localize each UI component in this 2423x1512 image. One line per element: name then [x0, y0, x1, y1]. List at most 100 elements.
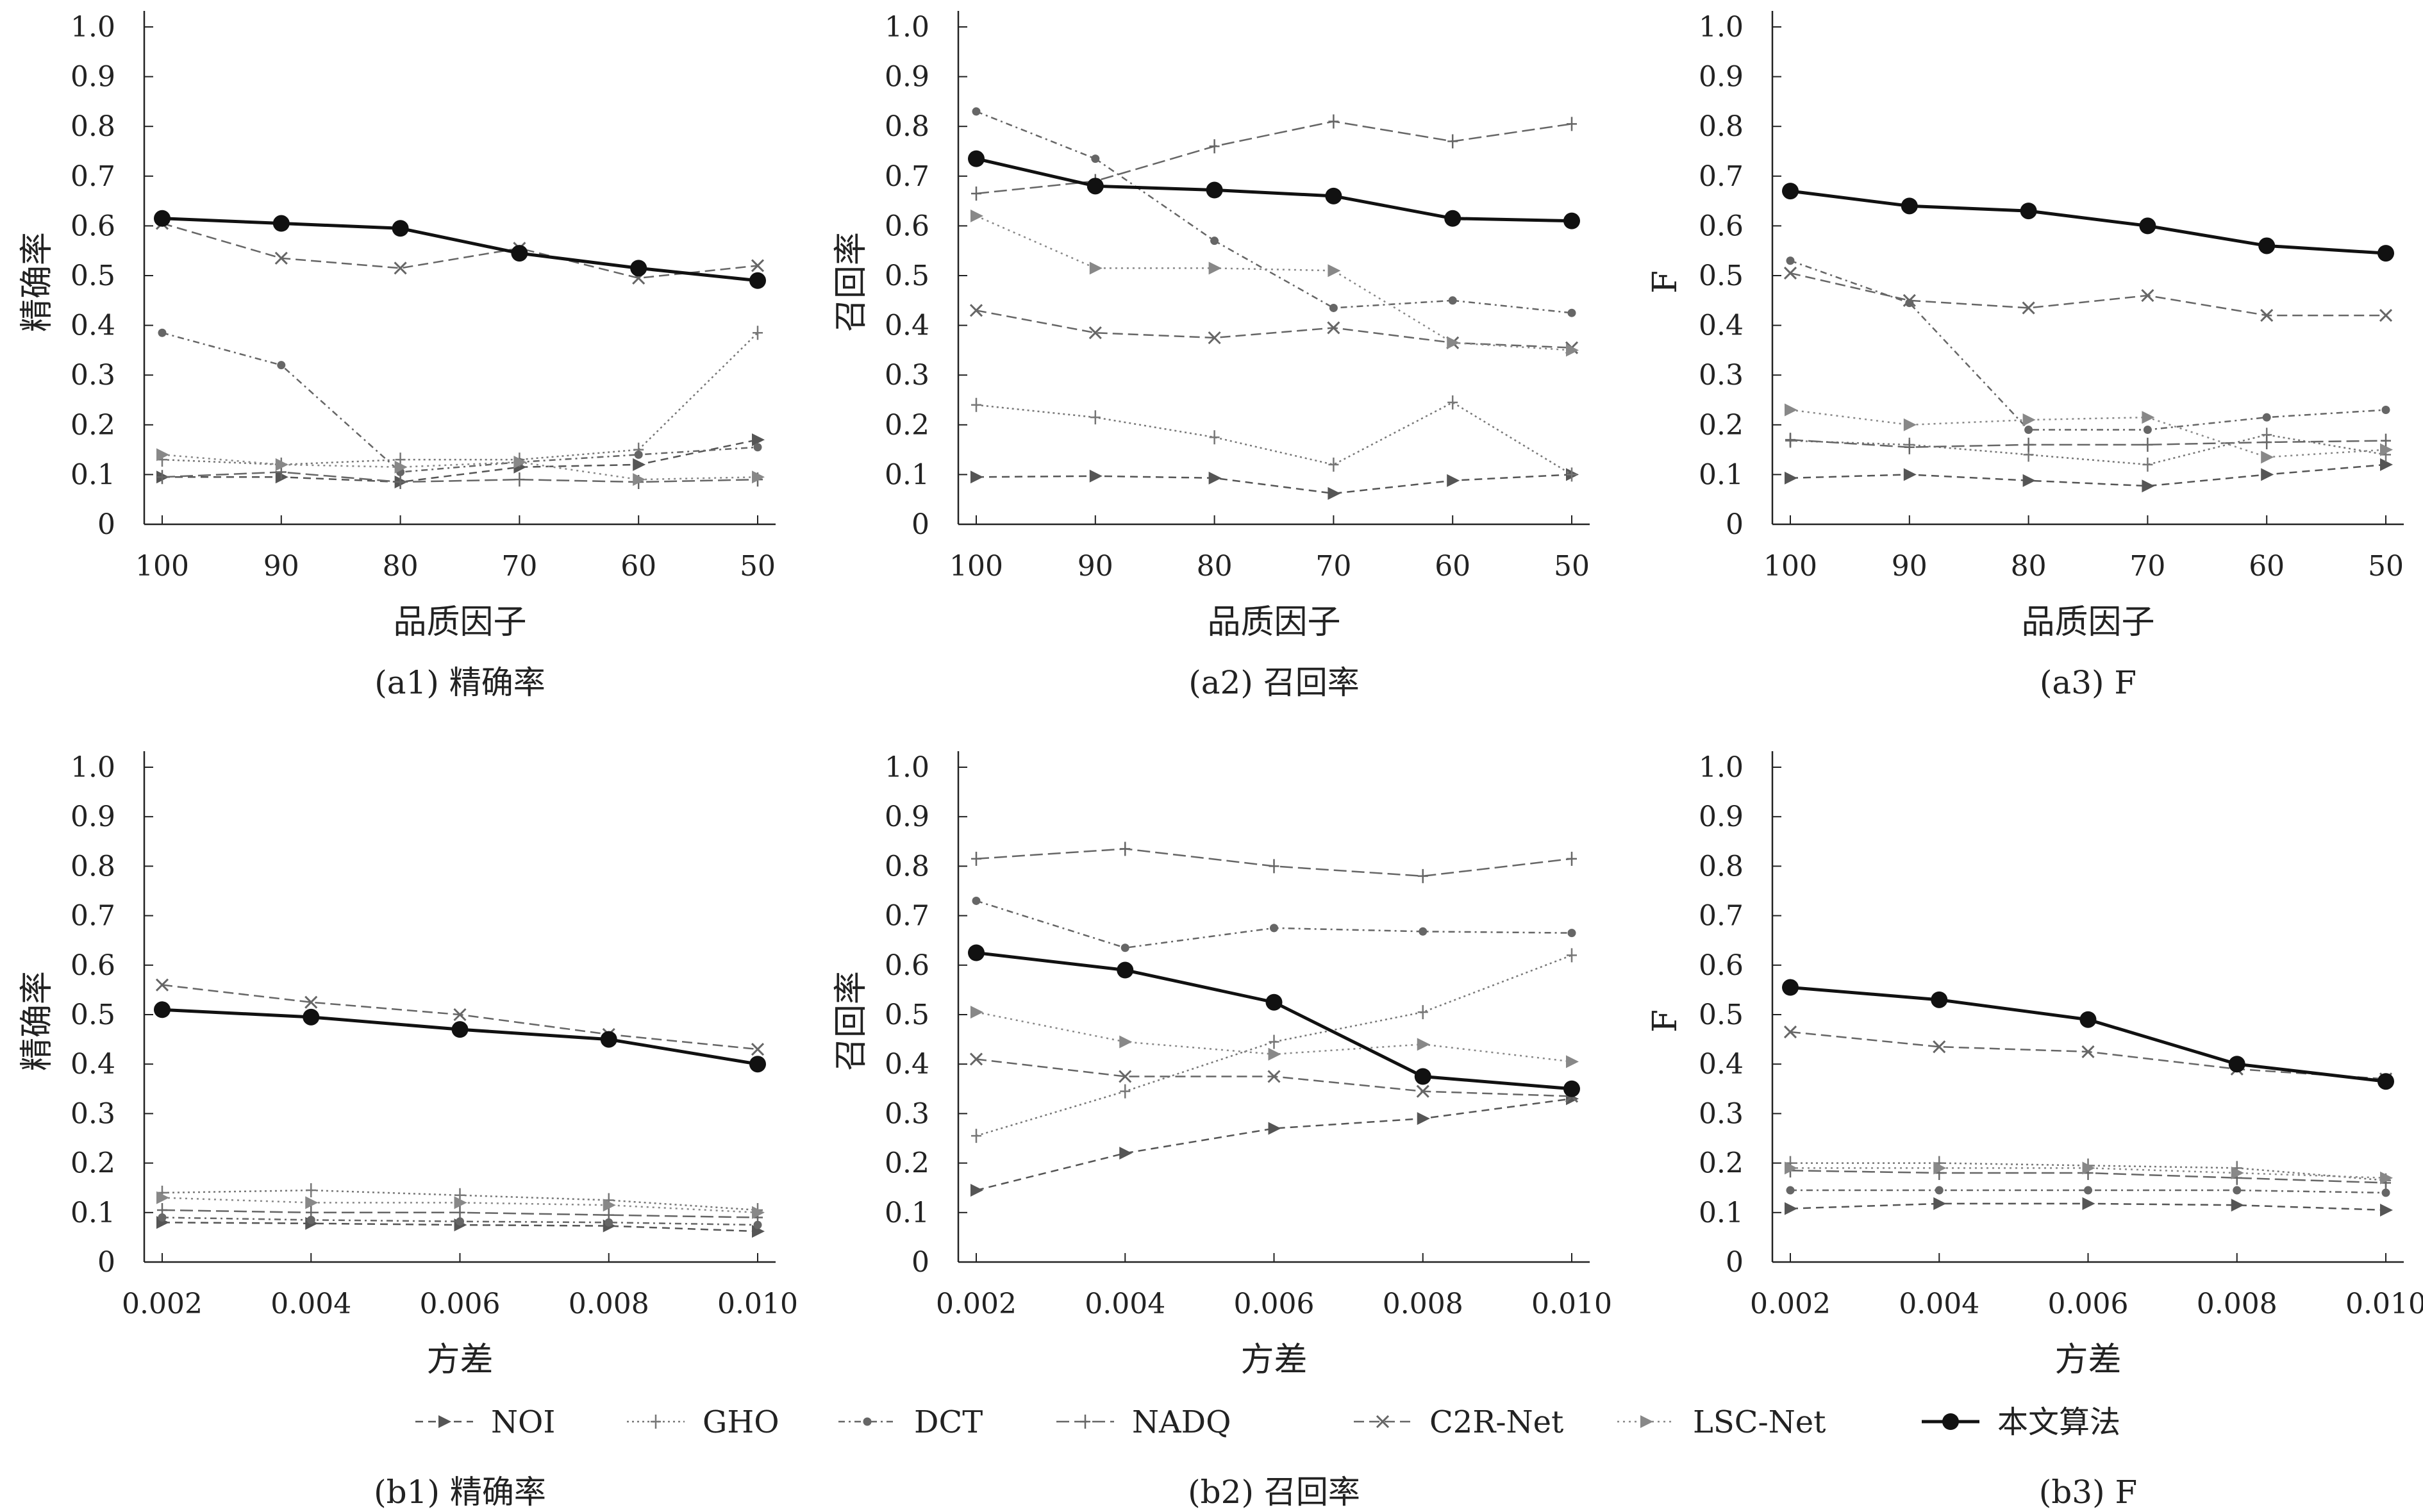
data-point: [1931, 991, 1948, 1008]
data-point: [600, 1031, 617, 1048]
series-LSC-Net: [1785, 403, 2393, 464]
series-line: [976, 1098, 1572, 1192]
data-point: [2261, 468, 2274, 481]
data-point: [1447, 395, 1458, 410]
data-point: [2143, 426, 2152, 435]
legend: NOI GHO DCT NADQ C2R-Net LSC-Net 本文算法: [415, 1404, 2120, 1440]
series-line: [1790, 272, 2386, 317]
series-GHO: [157, 326, 763, 472]
y-tick-label: 0.5: [71, 999, 115, 1031]
series-本文算法: [1782, 183, 2394, 262]
series-DCT: [158, 1213, 762, 1229]
x-tick-label: 0.002: [1750, 1288, 1831, 1320]
y-tick-label: 0.4: [71, 310, 115, 342]
data-point: [306, 1205, 317, 1220]
data-point: [1417, 868, 1428, 883]
data-point: [306, 1215, 315, 1224]
series-line: [1790, 189, 2386, 255]
x-tick-label: 60: [620, 550, 656, 583]
data-point: [2261, 451, 2274, 464]
data-point: [1783, 267, 1797, 280]
series-GHO: [1785, 428, 2391, 472]
data-point: [1933, 1197, 1947, 1210]
data-point: [1785, 471, 1797, 485]
data-point: [1567, 117, 1577, 131]
data-point: [972, 107, 981, 116]
data-point: [1419, 927, 1428, 936]
data-point: [970, 209, 983, 222]
data-point: [1782, 979, 1799, 996]
data-point: [2231, 1167, 2244, 1180]
data-point: [1091, 154, 1100, 163]
data-point: [752, 433, 765, 447]
data-point: [749, 272, 766, 289]
data-point: [303, 1008, 320, 1026]
y-tick-label: 1.0: [885, 751, 929, 784]
y-tick-label: 1.0: [1699, 751, 1744, 784]
data-point: [454, 1196, 467, 1209]
series-NOI: [1785, 458, 2393, 493]
data-point: [305, 1196, 319, 1209]
y-tick-label: 0.5: [885, 260, 929, 292]
data-point: [2380, 1203, 2393, 1217]
data-point: [2082, 1197, 2095, 1210]
data-point: [1416, 1084, 1429, 1098]
data-point: [158, 328, 167, 337]
series-line: [1790, 434, 2386, 466]
x-tick-label: 80: [1197, 550, 1233, 583]
data-point: [971, 851, 981, 866]
series-DCT: [972, 896, 1576, 952]
x-axis-label: 方差: [1240, 1341, 1307, 1379]
y-axis-label: 召回率: [832, 971, 870, 1071]
series-DCT: [972, 107, 1576, 317]
data-point: [2258, 237, 2276, 254]
subplot-caption: (b1) 精确率: [374, 1474, 546, 1511]
subplot-caption: (b3) F: [2039, 1474, 2137, 1511]
subplot-a1: 1.0 0.9 0.8 0.7 0.6 0.5 0.4 0.3 0.2 0.1 0 100 90 80 70…: [18, 11, 776, 701]
data-point: [970, 1006, 983, 1019]
y-tick-label: 0: [97, 508, 115, 541]
y-tick-label: 0.7: [885, 160, 929, 193]
data-point: [2141, 288, 2154, 303]
data-point: [1782, 183, 1799, 200]
legend-marker: [1080, 1415, 1090, 1429]
legend-item: NOI: [415, 1404, 555, 1440]
data-point: [1785, 403, 1797, 417]
x-tick-label: 0.006: [2048, 1288, 2129, 1320]
data-point: [2020, 203, 2037, 220]
y-tick-label: 0.6: [885, 949, 929, 982]
data-point: [603, 1208, 614, 1222]
data-point: [2142, 411, 2155, 424]
data-point: [969, 1052, 983, 1066]
data-point: [2022, 474, 2036, 487]
y-tick-label: 0: [1726, 1246, 1744, 1279]
data-point: [1447, 134, 1458, 149]
data-point: [2022, 413, 2036, 427]
series-DCT: [1786, 1186, 2390, 1197]
series-GHO: [971, 395, 1577, 482]
y-tick-label: 0.9: [1699, 801, 1744, 833]
series-本文算法: [154, 210, 766, 289]
data-point: [1329, 303, 1338, 312]
data-point: [1088, 326, 1102, 340]
x-tick-label: 0.004: [1899, 1288, 1979, 1320]
subplot-a2: 1.0 0.9 0.8 0.7 0.6 0.5 0.4 0.3 0.2 0.1 0 100 90 80 70…: [832, 11, 1590, 701]
data-point: [2380, 1171, 2393, 1184]
x-tick-label: 0.004: [271, 1288, 351, 1320]
series-line: [976, 157, 1572, 223]
legend-label: C2R-Net: [1429, 1404, 1563, 1440]
data-point: [154, 1001, 171, 1018]
x-tick-label: 60: [2249, 550, 2285, 583]
data-point: [456, 1217, 464, 1226]
data-point: [630, 260, 647, 277]
data-point: [2260, 309, 2274, 322]
data-point: [1120, 943, 1129, 952]
series-line: [162, 984, 758, 1051]
data-point: [2024, 426, 2033, 435]
series-DCT: [1786, 256, 2390, 435]
data-point: [272, 215, 290, 232]
series-line: [976, 120, 1572, 195]
data-point: [1901, 197, 1918, 215]
data-point: [1328, 486, 1341, 500]
